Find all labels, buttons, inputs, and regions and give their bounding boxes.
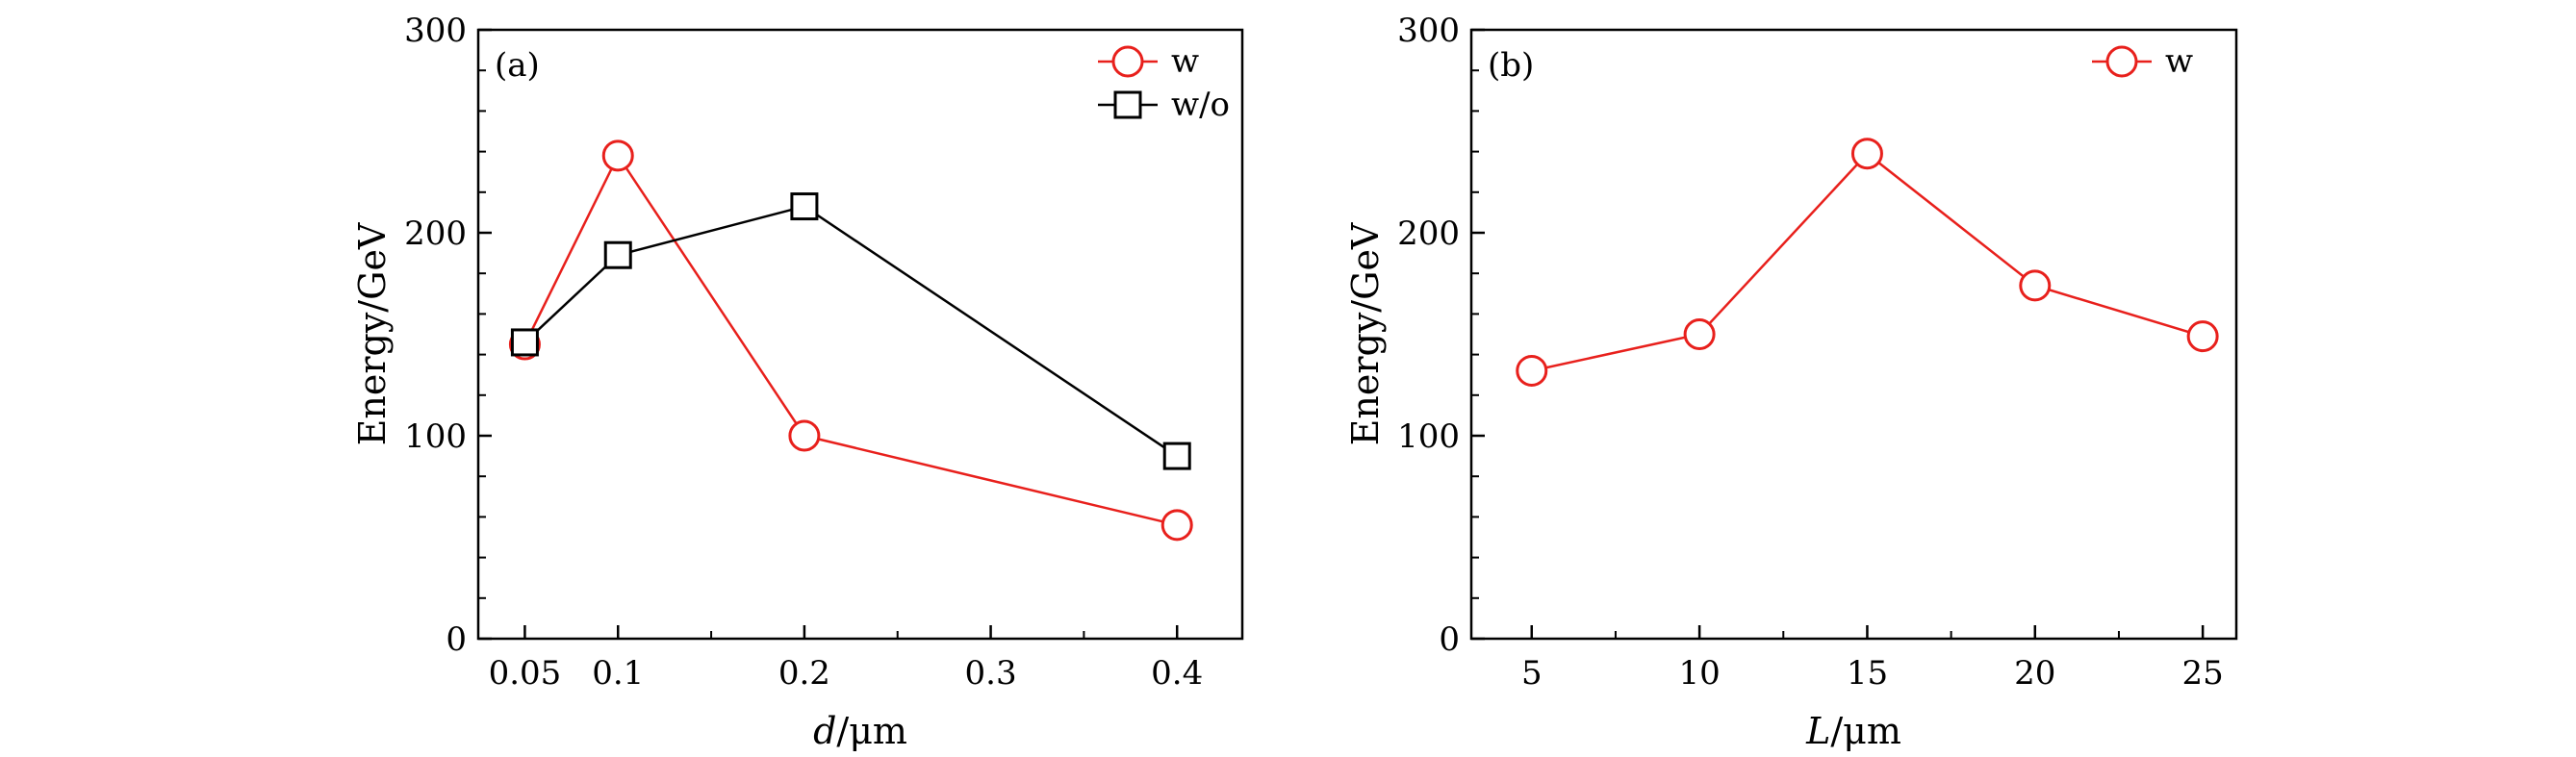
data-point-w [1850, 138, 1883, 170]
x-tick-label: 5 [1521, 654, 1543, 693]
series-line-w [1531, 152, 2204, 372]
panel-label: (b) [1488, 46, 1534, 85]
x-axis-title: L/μm [1805, 710, 1901, 752]
series-line-w [523, 153, 1178, 527]
y-tick-label: 0 [446, 620, 467, 659]
data-point-w [601, 139, 634, 172]
data-point-w/o [790, 192, 819, 221]
x-tick-label: 0.4 [1151, 654, 1203, 693]
legend-label-w: w [1171, 42, 1199, 81]
x-axis-title: d/μm [813, 710, 907, 752]
data-point-w [1683, 318, 1716, 350]
y-tick-label: 300 [404, 12, 467, 50]
y-axis-title: Energy/GeV [1344, 222, 1387, 445]
chart-panel-0: 0 100 200 300 0.05 0.1 0.2 0.3 0.4 d/μm Energy/GeV… [351, 12, 1244, 752]
data-point-w [2186, 320, 2219, 353]
x-axis-title-variable: L [1805, 710, 1830, 752]
x-tick-label: 0.05 [489, 654, 562, 693]
x-tick-label: 0.1 [592, 654, 644, 693]
legend-marker-w [2105, 45, 2138, 78]
y-axis-title: Energy/GeV [351, 222, 394, 445]
series-line-w/o [523, 205, 1178, 458]
legend-marker-w [1111, 45, 1144, 78]
legend-marker-w/o [1113, 90, 1142, 119]
data-point-w/o [603, 240, 632, 269]
x-tick-label: 25 [2181, 654, 2223, 693]
plot-frame [1469, 28, 2238, 641]
panel-label: (a) [495, 46, 540, 85]
x-tick-label: 20 [2014, 654, 2055, 693]
y-tick-label: 200 [404, 214, 467, 253]
data-point-w [2019, 269, 2052, 302]
y-tick-label: 0 [1439, 620, 1460, 659]
data-point-w [1516, 354, 1548, 387]
y-tick-label: 200 [1397, 214, 1460, 253]
plot-frame [476, 28, 1244, 641]
y-tick-label: 100 [404, 417, 467, 456]
legend-label-w/o: w/o [1171, 86, 1230, 124]
y-tick-label: 100 [1397, 417, 1460, 456]
legend-label-w: w [2165, 42, 2193, 81]
y-tick-label: 300 [1397, 12, 1460, 50]
x-axis-title-variable: d [813, 710, 836, 752]
data-point-w [788, 419, 821, 452]
data-point-w/o [510, 328, 539, 357]
x-axis-title-unit: /μm [836, 710, 907, 752]
x-tick-label: 0.2 [778, 654, 830, 693]
x-tick-label: 15 [1847, 654, 1888, 693]
data-point-w/o [1162, 442, 1191, 470]
chart-panel-1: 0 100 200 300 5 10 15 20 25 L/μm Energy/GeV (b) w [1344, 12, 2238, 752]
x-tick-label: 10 [1678, 654, 1720, 693]
x-tick-label: 0.3 [965, 654, 1017, 693]
data-point-w [1160, 509, 1193, 542]
x-axis-title-unit: /μm [1830, 710, 1901, 752]
